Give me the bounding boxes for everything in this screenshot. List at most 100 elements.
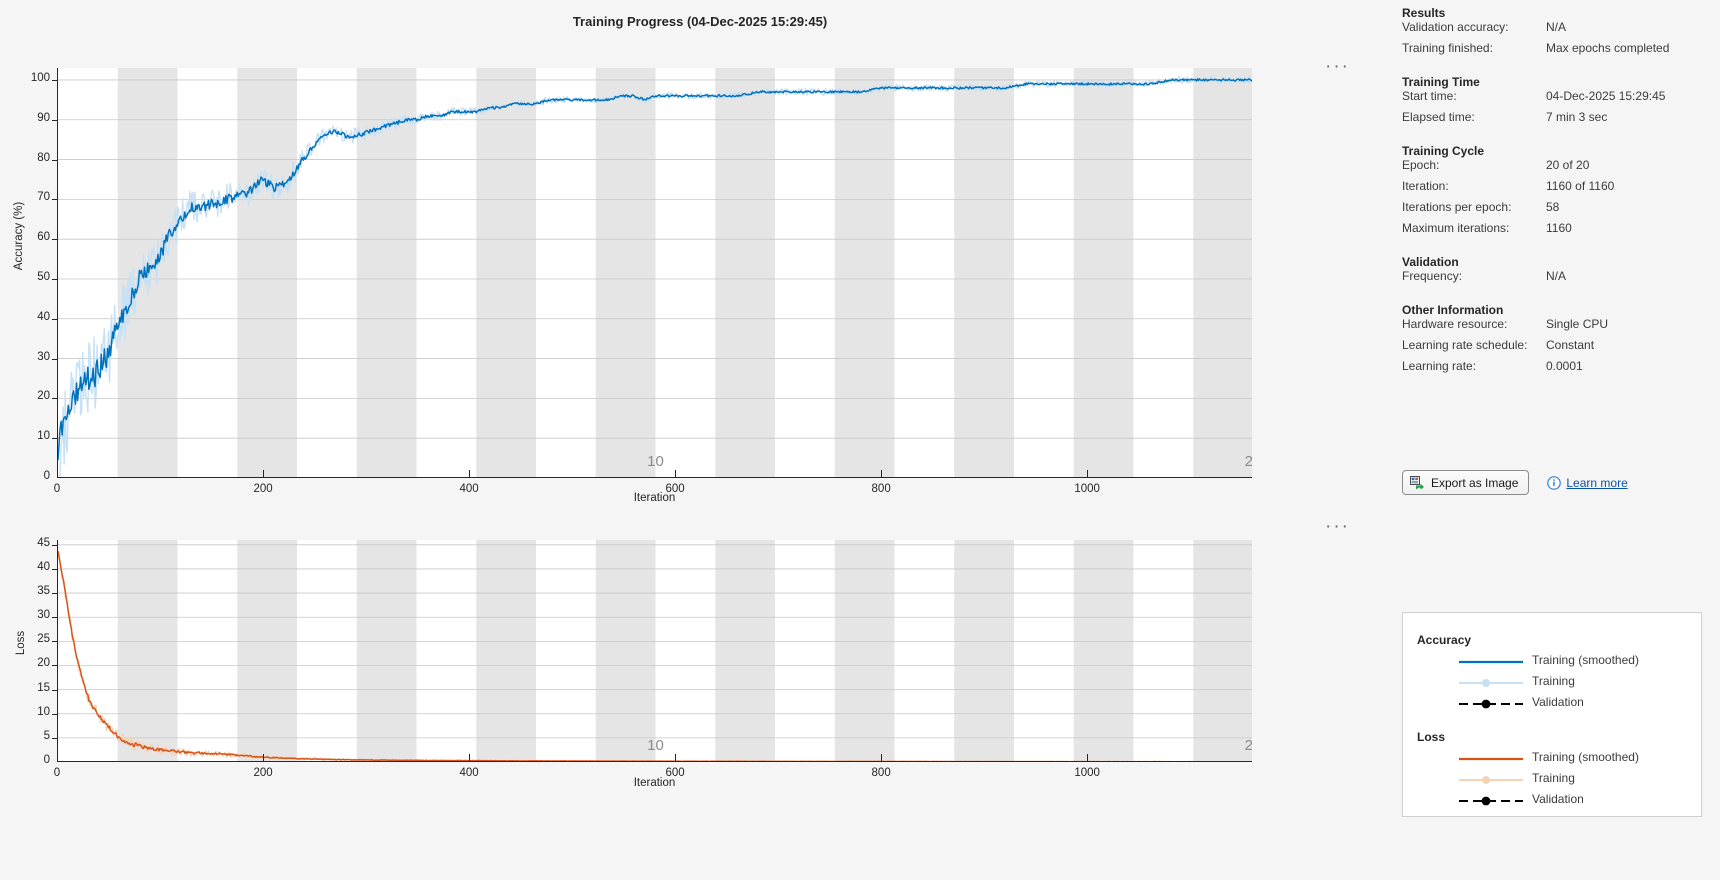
accuracy-plot-area: 10 20 xyxy=(57,68,1252,478)
info-row-hardware-resource: Hardware resource: Single CPU xyxy=(1402,317,1720,338)
x-axis-tick-mark xyxy=(881,754,883,762)
x-axis-tick: 1000 xyxy=(1074,767,1100,779)
svg-text:10: 10 xyxy=(647,453,664,470)
x-axis-tick-mark xyxy=(675,754,677,762)
info-value: 7 min 3 sec xyxy=(1546,110,1608,124)
export-image-icon xyxy=(1410,475,1425,490)
info-value: 1160 of 1160 xyxy=(1546,179,1615,193)
x-axis-tick: 400 xyxy=(459,767,479,779)
info-value: 04-Dec-2025 15:29:45 xyxy=(1546,89,1666,103)
info-row-validation-accuracy: Validation accuracy: N/A xyxy=(1402,20,1720,41)
x-axis-tick: 800 xyxy=(871,483,891,495)
x-axis-tick-mark xyxy=(469,470,471,478)
y-axis-tick-mark xyxy=(52,278,57,280)
y-axis-tick: 60 xyxy=(37,231,50,244)
y-axis-tick: 20 xyxy=(37,390,50,403)
info-value: Max epochs completed xyxy=(1546,41,1670,55)
chart-legend: Accuracy Training (smoothed) Training Vali… xyxy=(1402,612,1702,817)
learn-more-link[interactable]: Learn more xyxy=(1547,476,1628,490)
y-axis-tick-mark xyxy=(52,79,57,81)
y-axis-tick: 30 xyxy=(37,350,50,363)
y-axis-tick: 70 xyxy=(37,191,50,204)
info-actions: Export as Image Learn more xyxy=(1402,470,1628,495)
y-axis-tick-mark xyxy=(52,713,57,715)
y-axis-tick: 45 xyxy=(37,536,50,549)
info-row-frequency: Frequency: N/A xyxy=(1402,269,1720,290)
info-row-learning-rate: Learning rate: 0.0001 xyxy=(1402,359,1720,380)
y-axis-tick: 90 xyxy=(37,111,50,124)
y-axis-tick: 30 xyxy=(37,609,50,622)
legend-item-label: Training xyxy=(1532,771,1575,785)
x-axis-tick: 1000 xyxy=(1074,483,1100,495)
info-row-iterations-per-epoch: Iterations per epoch: 58 xyxy=(1402,200,1720,221)
y-axis-tick: 100 xyxy=(30,71,50,84)
info-key: Frequency: xyxy=(1402,269,1463,283)
info-key: Start time: xyxy=(1402,89,1457,103)
x-axis-tick-mark xyxy=(263,754,265,762)
accuracy-chart-svg: 10 20 xyxy=(58,68,1252,477)
y-axis-tick-mark xyxy=(52,593,57,595)
info-group-results: Results Validation accuracy: N/A Trainin… xyxy=(1402,6,1720,62)
svg-text:20: 20 xyxy=(1245,737,1252,754)
y-axis-tick: 0 xyxy=(43,754,50,766)
legend-swatch-solid-icon xyxy=(1459,656,1523,666)
info-heading-training-cycle: Training Cycle xyxy=(1402,144,1485,158)
y-axis-tick-mark xyxy=(52,544,57,546)
y-axis-tick-mark xyxy=(52,737,57,739)
info-row-epoch: Epoch: 20 of 20 xyxy=(1402,158,1720,179)
training-info-panel: Results Validation accuracy: N/A Trainin… xyxy=(1402,0,1720,380)
info-row-iteration: Iteration: 1160 of 1160 xyxy=(1402,179,1720,200)
legend-item-label: Training (smoothed) xyxy=(1532,653,1639,667)
legend-group-title-accuracy: Accuracy xyxy=(1417,633,1472,647)
x-axis-tick: 600 xyxy=(665,767,685,779)
info-heading-other-information: Other Information xyxy=(1402,303,1504,317)
legend-swatch-dashed-marker-icon xyxy=(1459,698,1523,709)
info-value: 1160 xyxy=(1546,221,1572,235)
y-axis-tick: 50 xyxy=(37,270,50,283)
loss-options-menu[interactable]: ··· xyxy=(1325,516,1350,537)
export-as-image-label: Export as Image xyxy=(1431,475,1519,490)
info-row-maximum-iterations: Maximum iterations: 1160 xyxy=(1402,221,1720,242)
x-axis-tick: 600 xyxy=(665,483,685,495)
loss-plot-area: 10 20 xyxy=(57,540,1252,762)
accuracy-panel: ··· Accuracy (%) 0 10 20 30 40 50 60 70 80 90 100 … xyxy=(0,40,1400,510)
info-key: Learning rate: xyxy=(1402,359,1477,373)
x-axis-tick: 0 xyxy=(53,483,61,495)
y-axis-tick: 0 xyxy=(43,470,50,482)
y-axis-tick-mark xyxy=(52,665,57,667)
export-as-image-button[interactable]: Export as Image xyxy=(1402,470,1530,495)
info-key: Learning rate schedule: xyxy=(1402,338,1528,352)
legend-item-label: Validation xyxy=(1532,695,1584,709)
accuracy-x-axis-label: Iteration xyxy=(633,492,676,504)
x-axis-tick-mark xyxy=(675,470,677,478)
x-axis-tick-mark xyxy=(1087,754,1089,762)
x-axis-tick: 200 xyxy=(253,483,273,495)
y-axis-tick: 15 xyxy=(37,681,50,694)
info-group-training-cycle: Training Cycle Epoch: 20 of 20 Iteration… xyxy=(1402,144,1720,242)
accuracy-options-menu[interactable]: ··· xyxy=(1325,56,1350,77)
info-key: Iteration: xyxy=(1402,179,1449,193)
info-row-training-finished: Training finished: Max epochs completed xyxy=(1402,41,1720,62)
svg-text:10: 10 xyxy=(647,737,664,754)
legend-item-label: Training (smoothed) xyxy=(1532,750,1639,764)
info-group-training-time: Training Time Start time: 04-Dec-2025 15… xyxy=(1402,75,1720,131)
info-value: 20 of 20 xyxy=(1546,158,1590,172)
legend-group-title-loss: Loss xyxy=(1417,730,1446,744)
y-axis-tick-mark xyxy=(52,199,57,201)
info-key: Elapsed time: xyxy=(1402,110,1475,124)
y-axis-tick-mark xyxy=(52,358,57,360)
y-axis-tick: 35 xyxy=(37,585,50,598)
y-axis-tick: 20 xyxy=(37,657,50,670)
info-value: 58 xyxy=(1546,200,1560,214)
x-axis-tick: 800 xyxy=(871,767,891,779)
y-axis-tick-mark xyxy=(52,641,57,643)
loss-x-axis-label: Iteration xyxy=(633,777,676,789)
y-axis-tick: 10 xyxy=(37,705,50,718)
info-value: 0.0001 xyxy=(1546,359,1583,373)
legend-swatch-dot-marker-icon xyxy=(1459,677,1523,687)
x-axis-tick-mark xyxy=(1087,470,1089,478)
info-group-validation: Validation Frequency: N/A xyxy=(1402,255,1720,290)
info-value: N/A xyxy=(1546,20,1567,34)
legend-swatch-dashed-marker-icon xyxy=(1459,795,1523,806)
